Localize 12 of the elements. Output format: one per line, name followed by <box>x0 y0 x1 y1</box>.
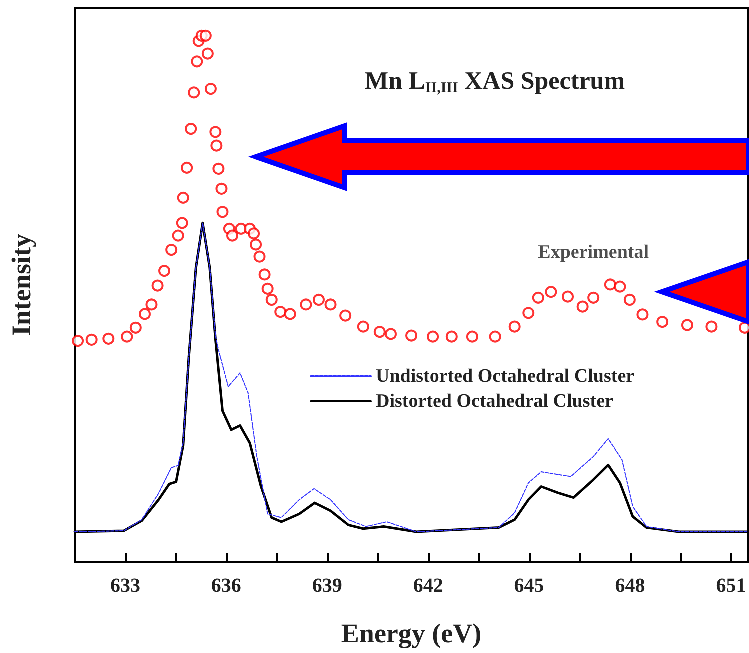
y-axis-title: Intensity <box>6 233 36 336</box>
x-axis-title: Energy (eV) <box>341 618 482 648</box>
x-tick-label: 639 <box>312 575 342 597</box>
x-tick-label: 645 <box>514 575 544 597</box>
x-tick-label: 636 <box>211 575 242 597</box>
series-label: Experimental <box>538 242 649 263</box>
legend-label: Undistorted Octahedral Cluster <box>376 366 636 387</box>
x-tick-label: 642 <box>413 575 444 597</box>
legend-label: Distorted Octahedral Cluster <box>376 391 614 412</box>
x-tick-label: 633 <box>110 575 140 597</box>
x-tick-label: 648 <box>615 575 646 597</box>
x-tick-label: 651 <box>716 575 746 597</box>
